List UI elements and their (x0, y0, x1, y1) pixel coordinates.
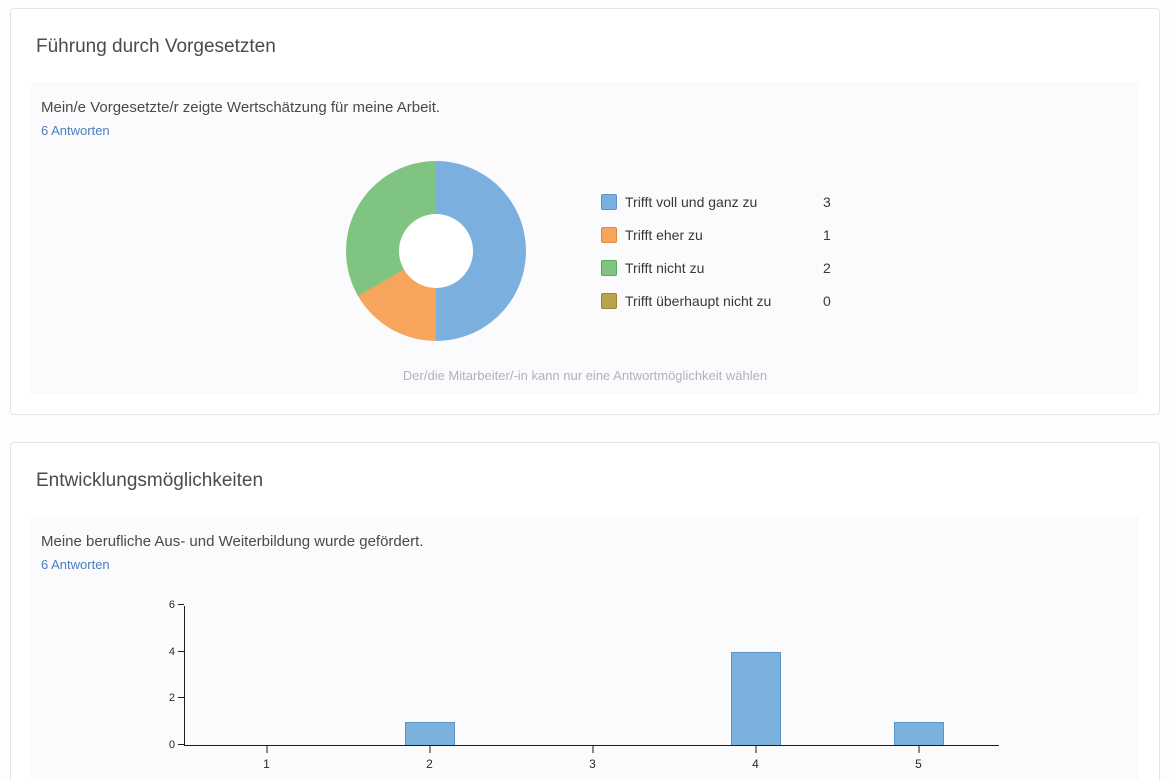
question-text: Meine berufliche Aus- und Weiterbildung … (41, 533, 424, 550)
y-axis-label: 0 (168, 739, 175, 751)
legend-label: Trifft überhaupt nicht zu (625, 292, 772, 309)
y-tick (178, 650, 184, 652)
y-tick (178, 604, 184, 605)
x-axis-label: 3 (589, 757, 596, 771)
x-axis-label: 5 (915, 757, 922, 771)
y-tick (178, 697, 184, 699)
bar (730, 651, 781, 745)
x-axis-label: 4 (752, 757, 759, 771)
bar (404, 721, 455, 745)
card-title: Entwicklungsmöglichkeiten (36, 470, 264, 491)
legend-count: 0 (823, 292, 831, 309)
bar-plot: 0 2 4 6 1 2 3 4 5 (169, 599, 999, 771)
single-choice-note: Der/die Mitarbeiter/-in kann nur eine An… (402, 368, 768, 383)
legend-label: Trifft voll und ganz zu (625, 193, 758, 210)
y-axis-label: 2 (168, 692, 175, 705)
legend-swatch (601, 193, 617, 210)
card-fuehrung-durch-vorgesetzten: Führung durch Vorgesetzten Mein/e Vorges… (10, 8, 1160, 415)
legend-count: 3 (823, 193, 831, 210)
answers-count-link[interactable]: 6 Antworten (41, 557, 110, 572)
answers-count-link[interactable]: 6 Antworten (41, 123, 110, 138)
card-entwicklungsmoeglichkeiten: Entwicklungsmöglichkeiten Meine beruflic… (10, 442, 1160, 780)
donut-hole (399, 214, 473, 288)
y-tick (178, 744, 184, 745)
x-tick (755, 746, 756, 753)
donut-chart (346, 161, 526, 341)
legend-item: Trifft überhaupt nicht zu 0 (601, 292, 831, 310)
x-tick (266, 746, 267, 753)
legend-swatch (601, 226, 617, 243)
pie-legend: Trifft voll und ganz zu 3 Trifft eher zu 1 T… (601, 193, 831, 310)
legend-item: Trifft nicht zu 2 (601, 259, 831, 277)
question-block-bar: Meine berufliche Aus- und Weiterbildung … (31, 516, 1139, 780)
y-axis-label: 4 (168, 645, 175, 658)
x-tick (918, 746, 919, 753)
y-axis-label: 6 (168, 599, 175, 611)
legend-count: 2 (823, 259, 831, 276)
question-text: Mein/e Vorgesetzte/r zeigte Wertschätzun… (41, 99, 441, 116)
legend-label: Trifft nicht zu (625, 259, 705, 276)
legend-item: Trifft voll und ganz zu 3 (601, 193, 831, 211)
card-title: Führung durch Vorgesetzten (36, 36, 276, 57)
pie-chart-row: Trifft voll und ganz zu 3 Trifft eher zu 1 T… (41, 161, 1129, 341)
x-tick (429, 746, 430, 753)
x-axis-label: 2 (426, 757, 433, 771)
legend-item: Trifft eher zu 1 (601, 226, 831, 244)
legend-swatch (601, 292, 617, 309)
legend-count: 1 (823, 226, 831, 243)
question-block-pie: Mein/e Vorgesetzte/r zeigte Wertschätzun… (31, 82, 1139, 394)
x-tick (592, 746, 593, 753)
legend-swatch (601, 259, 617, 276)
legend-label: Trifft eher zu (625, 226, 703, 243)
bar (893, 721, 944, 745)
x-axis-label: 1 (263, 757, 270, 771)
